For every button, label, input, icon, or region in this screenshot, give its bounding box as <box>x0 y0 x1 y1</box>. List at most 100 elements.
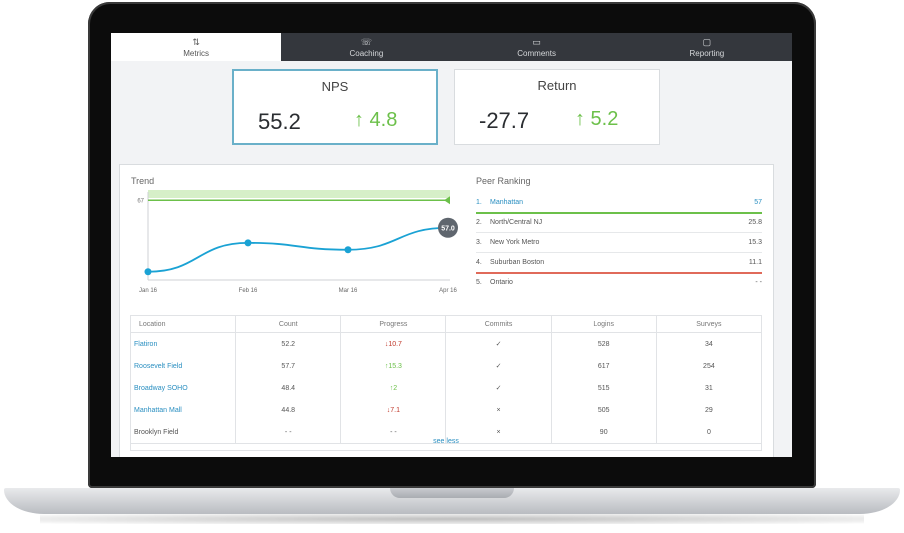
surveys-cell: 0 <box>655 421 763 444</box>
ranking-row[interactable]: 5. Ontario - - <box>476 279 762 291</box>
location-link[interactable]: Roosevelt Field <box>129 355 237 377</box>
divider <box>476 232 762 233</box>
logins-cell: 617 <box>550 355 657 377</box>
kpi-value: -27.7 <box>479 108 530 133</box>
rank-number: 5. <box>476 279 482 286</box>
coaching-icon: ☏ <box>360 36 372 47</box>
check-icon: ✓ <box>445 355 552 377</box>
rank-name: Ontario <box>490 279 513 286</box>
table-row: Roosevelt Field 57.7 ↑15.3 ✓ 617 254 <box>129 355 763 377</box>
logins-cell: 528 <box>550 332 657 355</box>
x-tick-label: Feb 16 <box>239 288 258 294</box>
kpi-title: Return <box>537 78 577 93</box>
trend-title: Trend <box>131 176 155 186</box>
table-row: Broadway SOHO 48.4 ↑2 ✓ 515 31 <box>129 377 763 399</box>
tab-coaching[interactable]: ☏ Coaching <box>281 33 451 61</box>
tab-reporting[interactable]: ▢ Reporting <box>622 33 792 61</box>
tab-label: Coaching <box>349 48 384 58</box>
tab-label: Reporting <box>689 48 725 58</box>
metrics-icon: ⇅ <box>192 36 200 47</box>
rank-value: 11.1 <box>748 259 762 266</box>
progress-cell: ↓7.1 <box>340 399 447 421</box>
check-icon: ✓ <box>445 377 552 399</box>
count-cell: 44.8 <box>235 399 342 421</box>
location-link[interactable]: Manhattan Mall <box>129 399 237 421</box>
kpi-title: NPS <box>321 79 349 94</box>
rank-name: Suburban Boston <box>490 259 545 266</box>
rank-value: 57 <box>754 199 762 206</box>
ranking-row[interactable]: 3. New York Metro 15.3 <box>476 239 762 251</box>
table-row: Manhattan Mall 44.8 ↓7.1 × 505 29 <box>129 399 763 421</box>
target-marker <box>444 196 450 205</box>
top-nav: ⇅ Metrics ☏ Coaching ▭ Comments ▢ Report… <box>111 33 792 61</box>
trend-point[interactable] <box>244 239 252 247</box>
laptop-shadow <box>40 514 864 524</box>
column-header[interactable]: Location <box>129 315 237 333</box>
column-header[interactable]: Progress <box>340 315 447 333</box>
tab-metrics[interactable]: ⇅ Metrics <box>111 33 282 61</box>
x-tick-label: Mar 16 <box>339 288 358 294</box>
table-row: Flatiron 52.2 ↓10.7 ✓ 528 34 <box>129 332 763 355</box>
locations-table: Location Count Progress Commits Logins S… <box>129 315 763 444</box>
count-cell: 52.2 <box>235 332 342 355</box>
logins-cell: 505 <box>550 399 657 421</box>
ranking-row[interactable]: 2. North/Central NJ 25.8 <box>476 219 762 231</box>
column-header[interactable]: Surveys <box>655 315 763 333</box>
rank-value: 25.8 <box>748 219 762 226</box>
ranking-row[interactable]: 1. Manhattan 57 <box>476 199 762 211</box>
table-row: Brooklyn Field - - - - × 90 0 <box>129 421 763 444</box>
rank-number: 3. <box>476 239 482 246</box>
current-value-bubble[interactable] <box>438 217 458 238</box>
column-header[interactable]: Count <box>235 315 342 333</box>
table-header-row: Location Count Progress Commits Logins S… <box>129 315 763 333</box>
rank-number: 2. <box>476 219 482 226</box>
column-header[interactable]: Commits <box>445 315 552 333</box>
see-less-link[interactable]: see less <box>433 438 459 445</box>
trend-line <box>147 226 449 273</box>
rank-value: 15.3 <box>748 239 762 246</box>
comments-icon: ▭ <box>532 36 541 47</box>
surveys-cell: 34 <box>655 332 763 355</box>
column-header[interactable]: Logins <box>550 315 657 333</box>
tab-label: Comments <box>517 48 556 58</box>
kpi-value: 55.2 <box>258 109 301 134</box>
rank-number: 4. <box>476 259 482 266</box>
tab-label: Metrics <box>183 48 210 58</box>
progress-cell: ↑2 <box>340 377 447 399</box>
count-cell: 57.7 <box>235 355 342 377</box>
laptop-notch <box>390 488 514 498</box>
rank-number: 1. <box>476 199 482 206</box>
check-icon: ✓ <box>445 332 552 355</box>
surveys-cell: 31 <box>655 377 763 399</box>
tab-comments[interactable]: ▭ Comments <box>452 33 622 61</box>
rank-top-divider <box>476 212 762 214</box>
kpi-delta: ↑ 5.2 <box>575 108 619 130</box>
current-value-label: 57.0 <box>441 225 455 232</box>
location-link[interactable]: Broadway SOHO <box>129 377 237 399</box>
cross-icon: × <box>445 399 552 421</box>
rank-bottom-divider <box>476 272 762 274</box>
folder-icon: ▢ <box>702 36 712 47</box>
logins-cell: 515 <box>550 377 657 399</box>
rank-name: Manhattan <box>490 199 524 206</box>
trend-point[interactable] <box>144 268 152 276</box>
kpi-card-nps[interactable]: NPS 55.2 ↑ 4.8 <box>232 69 438 145</box>
target-band <box>148 190 450 198</box>
target-label: 67 <box>137 198 144 204</box>
x-tick-label: Jan 16 <box>139 288 158 294</box>
rank-name: New York Metro <box>490 239 540 246</box>
rank-name: North/Central NJ <box>490 219 543 226</box>
rank-value: - - <box>755 279 762 286</box>
divider <box>476 252 762 253</box>
ranking-row[interactable]: 4. Suburban Boston 11.1 <box>476 259 762 271</box>
kpi-card-return[interactable]: Return -27.7 ↑ 5.2 <box>454 69 660 145</box>
kpi-delta: ↑ 4.8 <box>354 109 398 131</box>
location-link[interactable]: Flatiron <box>129 332 237 355</box>
x-tick-label: Apr 16 <box>439 288 457 294</box>
surveys-cell: 29 <box>655 399 763 421</box>
details-panel: Trend 67 57.0 Jan 16 Feb 16 Mar 16 Apr 1… <box>119 164 774 457</box>
trend-point[interactable] <box>344 246 352 254</box>
peer-ranking-title: Peer Ranking <box>476 176 531 186</box>
see-less-row: see less <box>130 433 762 451</box>
count-cell: 48.4 <box>235 377 342 399</box>
